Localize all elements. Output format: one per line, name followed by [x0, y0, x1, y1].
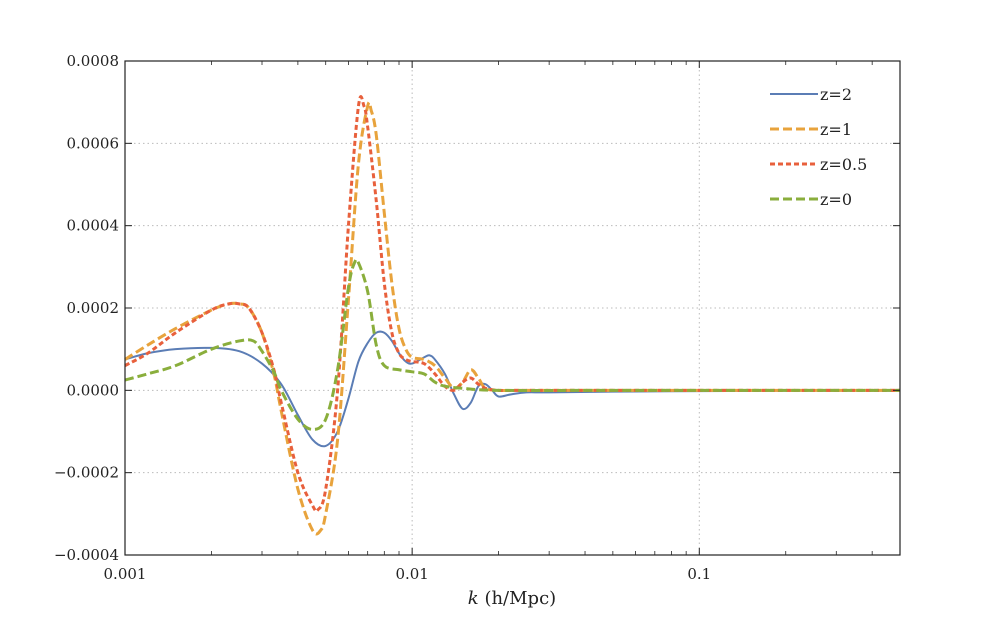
y-tick-label: 0.0006	[67, 134, 120, 152]
x-tick-label: 0.001	[104, 565, 147, 583]
y-tick-label: −0.0002	[54, 464, 119, 482]
series-line-z-0	[124, 257, 900, 431]
y-tick-label: 0.0002	[67, 299, 120, 317]
legend-label: z=0	[820, 190, 852, 209]
series-line-z-2	[124, 330, 901, 448]
x-tick-label: 0.1	[687, 565, 711, 583]
ticks-layer	[124, 60, 901, 556]
legend: z=2 z=1 z=0.5 z=0	[770, 85, 867, 209]
x-axis-label-var: k	[468, 588, 479, 609]
tick-labels-layer: 0.001 0.01 0.1 0.0008 0.0006 0.0004 0.0002 0.00…	[54, 52, 711, 583]
x-axis-label: k (h/Mpc)	[468, 588, 556, 609]
x-tick-label: 0.01	[395, 565, 428, 583]
series-layer	[124, 95, 901, 536]
y-tick-label: 0.0000	[67, 381, 120, 399]
legend-label: z=2	[820, 85, 852, 104]
legend-label: z=0.5	[820, 155, 867, 174]
y-tick-label: −0.0004	[54, 546, 119, 564]
legend-label: z=1	[820, 120, 852, 139]
y-tick-label: 0.0004	[67, 217, 120, 235]
x-axis-label-unit: (h/Mpc)	[479, 588, 556, 609]
y-tick-label: 0.0008	[67, 52, 120, 70]
